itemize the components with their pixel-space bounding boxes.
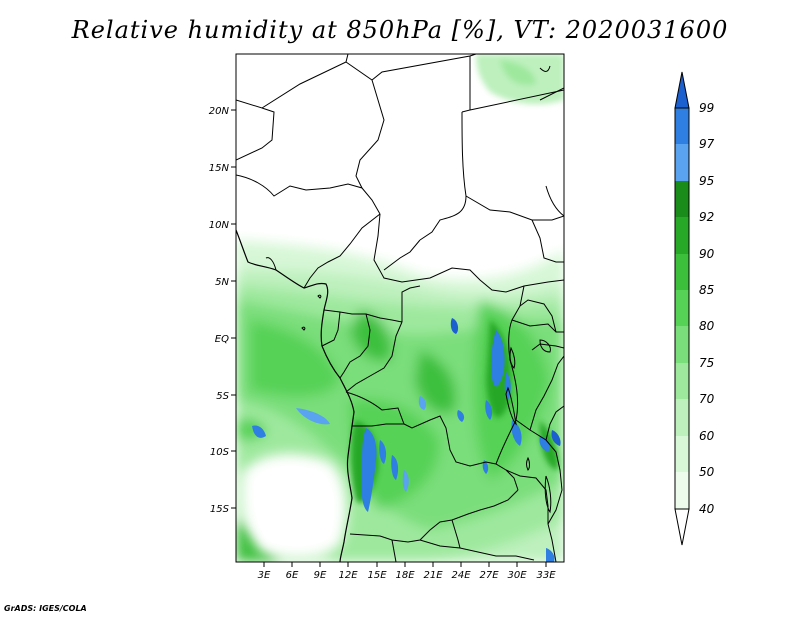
colorbar-label: 75 xyxy=(699,356,714,370)
lon-tick-label: 15E xyxy=(367,570,387,581)
lon-tick-label: 6E xyxy=(286,570,299,581)
lon-tick-label: 30E xyxy=(507,570,527,581)
colorbar-label: 40 xyxy=(699,502,715,516)
lat-tick-label: 10N xyxy=(209,220,230,231)
colorbar-label: 50 xyxy=(699,465,715,479)
lat-tick-label: 5S xyxy=(216,391,229,402)
colorbar-label: 70 xyxy=(699,392,715,406)
country-borders xyxy=(236,54,564,562)
colorbar-swatch xyxy=(675,472,689,509)
colorbar: 99 97 95 92 90 85 80 75 70 60 50 40 xyxy=(674,71,715,546)
lon-tick-label: 27E xyxy=(479,570,499,581)
colorbar-label: 80 xyxy=(699,319,715,333)
colorbar-swatch xyxy=(675,326,689,363)
lat-tick-label: EQ xyxy=(215,334,229,345)
colorbar-label: 95 xyxy=(699,174,714,188)
lat-tick-label: 15S xyxy=(210,504,230,515)
colorbar-swatch xyxy=(675,181,689,217)
lon-tick-label: 24E xyxy=(451,570,471,581)
lon-tick-label: 33E xyxy=(536,570,556,581)
lat-tick-label: 5N xyxy=(215,277,229,288)
colorbar-swatch xyxy=(675,363,689,399)
map-frame xyxy=(235,53,565,563)
colorbar-label: 85 xyxy=(699,283,714,297)
chart-title: Relative humidity at 850hPa [%], VT: 202… xyxy=(71,16,729,44)
saturation-patches xyxy=(252,318,561,562)
lat-tick-label: 10S xyxy=(210,447,230,458)
lon-tick-label: 21E xyxy=(423,570,443,581)
colorbar-swatch xyxy=(675,399,689,436)
colorbar-swatch xyxy=(675,217,689,254)
lat-tick-label: 15N xyxy=(209,163,230,174)
colorbar-swatch xyxy=(675,254,689,290)
lat-tick-label: 20N xyxy=(209,106,230,117)
colorbar-label: 92 xyxy=(699,210,714,224)
colorbar-swatch xyxy=(675,290,689,326)
lon-tick-label: 12E xyxy=(338,570,358,581)
colorbar-label: 60 xyxy=(699,429,715,443)
colorbar-label: 90 xyxy=(699,247,715,261)
dry-region xyxy=(242,453,347,558)
lon-tick-label: 3E xyxy=(258,570,271,581)
colorbar-label: 99 xyxy=(699,101,714,115)
longitude-axis: 3E 6E 9E 12E 15E 18E 21E 24E 27E 30E 33E xyxy=(258,562,556,581)
colorbar-swatch xyxy=(675,144,689,181)
lon-tick-label: 18E xyxy=(395,570,415,581)
grads-credit: GrADS: IGES/COLA xyxy=(4,604,87,613)
humidity-field xyxy=(236,54,564,562)
latitude-axis: 20N 15N 10N 5N EQ 5S 10S 15S xyxy=(209,106,236,515)
moisture-north-east xyxy=(476,54,564,105)
colorbar-top-arrow xyxy=(674,71,690,109)
colorbar-swatch xyxy=(675,436,689,472)
lon-tick-label: 9E xyxy=(314,570,327,581)
colorbar-label: 97 xyxy=(699,137,715,151)
colorbar-swatch xyxy=(675,108,689,144)
colorbar-bottom-arrow xyxy=(674,508,690,546)
